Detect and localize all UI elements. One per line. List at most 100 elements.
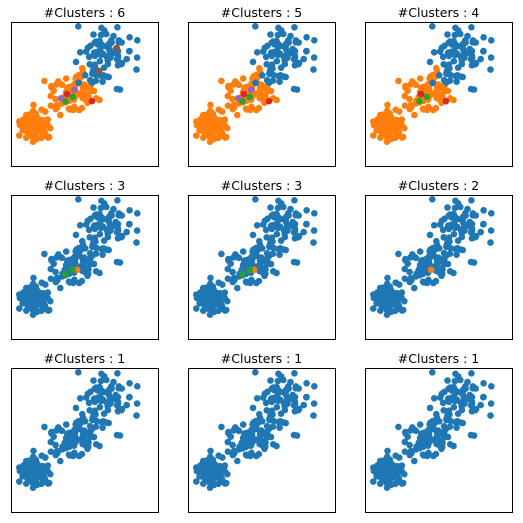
scatter-point [47,470,54,478]
scatter-point [487,227,495,234]
scatter-point [253,395,261,402]
scatter-point [216,478,224,486]
scatter-point [114,235,122,242]
scatter-point [261,390,269,398]
scatter-point [407,427,414,434]
scatter-point [269,250,277,257]
cluster-point-green [246,93,253,101]
scatter-point [372,467,380,474]
scatter-point [224,92,232,100]
scatter-point [210,135,218,143]
scatter-point [379,285,386,293]
scatter-point [197,116,204,123]
scatter-point [84,272,91,280]
scatter-point [123,55,130,63]
scatter-point [98,214,105,221]
scatter-point [464,32,471,40]
scatter-point [451,377,459,385]
cluster-point-red [442,97,450,105]
scatter-point [270,71,277,79]
scatter-point [470,259,478,266]
scatter-point [468,370,475,377]
scatter-point [374,462,381,469]
scatter-point [218,423,225,431]
scatter-point [267,204,274,211]
scatter-point [229,268,236,276]
scatter-point [262,226,270,234]
scatter-point [126,394,133,401]
scatter-point [419,451,427,459]
scatter-point [429,79,436,87]
scatter-point [30,274,37,282]
scatter-point [76,395,84,402]
scatter-point [90,396,98,404]
scatter-point [480,207,487,214]
scatter-point [221,462,229,469]
scatter-point [126,380,133,387]
scatter-point [224,470,231,478]
scatter-point [47,102,55,109]
scatter-point [234,111,241,119]
scatter-point [291,54,299,61]
scatter-point [221,116,229,123]
scatter-point [459,391,467,398]
scatter-point [438,217,446,225]
scatter-point [76,222,84,229]
scatter-point [76,279,83,287]
scatter-point [54,276,61,284]
cluster-point-brown [113,44,121,52]
scatter-point [242,278,250,286]
scatter-point [255,237,263,245]
scatter-point [275,24,282,32]
scatter-point [133,54,141,61]
scatter-point [274,204,282,212]
scatter-point [195,121,203,128]
scatter-point [267,377,274,384]
scatter-point [39,478,47,486]
scatter-point [446,441,454,448]
cluster-point-green [69,266,76,274]
scatter-point [270,417,277,425]
scatter-point [300,55,308,63]
scatter-point [90,31,97,38]
scatter-point [450,230,458,238]
scatter-point [64,257,72,265]
scatter-point [249,58,257,66]
scatter-point [39,132,47,140]
scatter-point [96,403,104,411]
scatter-point [90,223,98,231]
scatter-point [280,419,288,426]
scatter-point [418,257,426,265]
scatter-point [429,369,436,376]
cluster-point-brown [95,67,103,75]
scatter-point [438,437,445,445]
scatter-point [203,474,211,482]
subplot-7: #Clusters : 1 [11,351,159,513]
scatter-point [477,55,485,63]
scatter-point [398,116,406,123]
scatter-point [386,110,394,117]
scatter-point [439,226,447,234]
scatter-point [72,58,80,66]
scatter-point [472,39,480,46]
scatter-point [267,31,274,38]
scatter-point [386,456,394,464]
scatter-point [280,376,287,384]
scatter-point [133,412,140,419]
scatter-point [392,106,400,113]
scatter-point [33,135,41,143]
scatter-point [370,132,377,139]
scatter-point [38,452,45,460]
scatter-point [468,197,475,204]
scatter-point [44,462,52,469]
scatter-point [380,128,388,136]
scatter-point [106,213,113,220]
scatter-point [480,48,487,55]
scatter-point [464,205,471,213]
scatter-point [123,228,130,236]
scatter-point [86,249,94,257]
scatter-point [398,289,406,296]
scatter-point [290,220,298,228]
scatter-point [200,307,207,315]
scatter-point [418,84,426,92]
